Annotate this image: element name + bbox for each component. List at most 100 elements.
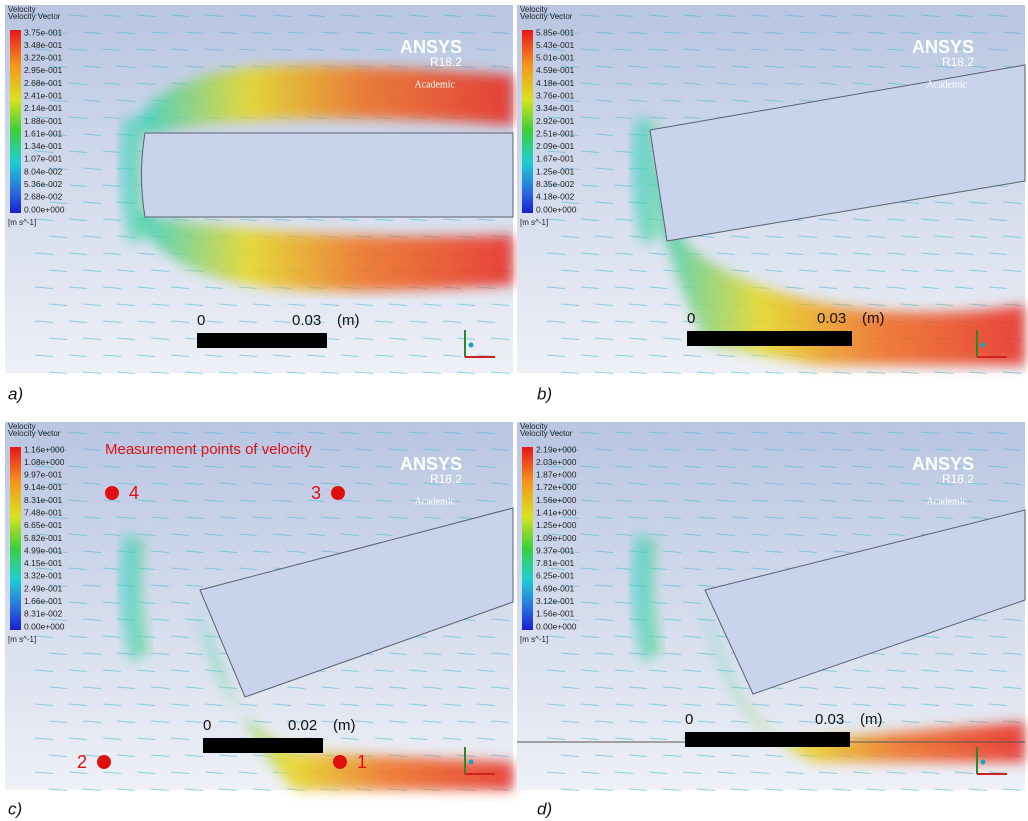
body xyxy=(142,133,514,217)
panel-caption: a) xyxy=(8,384,23,403)
legend-label: 3.48e-001 xyxy=(24,40,63,50)
legend-label: 0.00e+000 xyxy=(536,621,577,631)
legend-label: 1.72e+000 xyxy=(536,482,577,492)
legend-label: 4.18e-001 xyxy=(536,78,575,88)
color-bar xyxy=(10,30,21,213)
legend-label: 2.09e-001 xyxy=(536,141,575,151)
color-bar xyxy=(10,447,21,630)
legend-label: 6.25e-001 xyxy=(536,571,575,581)
legend-label: 1.09e+000 xyxy=(536,533,577,543)
measurement-point xyxy=(105,486,119,500)
legend-label: 8.31e-001 xyxy=(24,495,63,505)
legend-unit: [m s^-1] xyxy=(520,218,548,227)
legend-label: 1.67e-001 xyxy=(536,154,575,164)
legend-label: 1.08e+000 xyxy=(24,457,65,467)
legend-label: 5.85e-001 xyxy=(536,27,575,37)
measurement-point xyxy=(331,486,345,500)
scale-end: 0.02 xyxy=(288,717,317,734)
legend-unit: [m s^-1] xyxy=(520,635,548,644)
measurement-label: 3 xyxy=(311,483,321,503)
legend-label: 4.69e-001 xyxy=(536,583,575,593)
legend-label: 2.95e-001 xyxy=(24,65,63,75)
scale-start: 0 xyxy=(687,310,695,327)
edition: Academic xyxy=(926,496,967,507)
scale-unit: (m) xyxy=(860,711,883,728)
legend-label: 2.14e-001 xyxy=(24,103,63,113)
panel: VelocityVelocity Vector3.75e-0013.48e-00… xyxy=(5,5,513,374)
legend-subtitle: Velocity Vector xyxy=(520,12,573,21)
scale-end: 0.03 xyxy=(292,312,321,329)
scale-start: 0 xyxy=(685,711,693,728)
legend-label: 2.03e+000 xyxy=(536,457,577,467)
legend-label: 1.25e+000 xyxy=(536,520,577,530)
legend-label: 4.59e-001 xyxy=(536,65,575,75)
legend-label: 3.32e-001 xyxy=(24,571,63,581)
scale-bar xyxy=(197,333,327,348)
legend-label: 6.65e-001 xyxy=(24,520,63,530)
measurement-point xyxy=(97,755,111,769)
brand: ANSYS xyxy=(912,454,974,474)
legend-label: 0.00e+000 xyxy=(24,204,65,214)
legend-label: 5.43e-001 xyxy=(536,40,575,50)
legend-subtitle: Velocity Vector xyxy=(520,429,573,438)
scale-bar xyxy=(687,331,852,346)
legend-label: 4.18e-002 xyxy=(536,192,575,202)
legend-label: 2.41e-001 xyxy=(24,90,63,100)
legend-label: 1.87e+000 xyxy=(536,470,577,480)
legend-label: 1.56e-001 xyxy=(536,609,575,619)
legend-label: 5.01e-001 xyxy=(536,53,575,63)
legend-label: 1.61e-001 xyxy=(24,128,63,138)
scale-start: 0 xyxy=(197,312,205,329)
legend-label: 2.92e-001 xyxy=(536,116,575,126)
legend-label: 5.36e-002 xyxy=(24,179,63,189)
axis-z xyxy=(981,343,986,348)
color-bar xyxy=(522,30,533,213)
scale-unit: (m) xyxy=(333,717,356,734)
legend-label: 7.81e-001 xyxy=(536,558,575,568)
legend-label: 3.76e-001 xyxy=(536,90,575,100)
figure: VelocityVelocity Vector3.75e-0013.48e-00… xyxy=(0,0,1028,821)
brand: ANSYS xyxy=(400,454,462,474)
legend-label: 3.22e-001 xyxy=(24,53,63,63)
panel-caption: d) xyxy=(537,799,552,818)
legend-label: 4.99e-001 xyxy=(24,545,63,555)
annotation: Measurement points of velocity xyxy=(105,441,312,458)
color-bar xyxy=(522,447,533,630)
legend-label: 4.15e-001 xyxy=(24,558,63,568)
version: R18.2 xyxy=(430,55,462,69)
legend-label: 1.34e-001 xyxy=(24,141,63,151)
legend-label: 3.12e-001 xyxy=(536,596,575,606)
legend-label: 9.97e-001 xyxy=(24,470,63,480)
scale-unit: (m) xyxy=(337,312,360,329)
edition: Academic xyxy=(414,79,455,90)
legend-subtitle: Velocity Vector xyxy=(8,12,61,21)
legend-label: 1.07e-001 xyxy=(24,154,63,164)
legend-label: 2.51e-001 xyxy=(536,128,575,138)
measurement-point xyxy=(333,755,347,769)
measurement-label: 4 xyxy=(129,483,139,503)
panel: VelocityVelocity Vector1.16e+0001.08e+00… xyxy=(5,422,513,791)
panel: VelocityVelocity Vector5.85e-0015.43e-00… xyxy=(517,5,1025,374)
legend-label: 9.37e-001 xyxy=(536,545,575,555)
axis-z xyxy=(981,760,986,765)
legend-label: 8.35e-002 xyxy=(536,179,575,189)
version: R18.2 xyxy=(430,472,462,486)
legend-label: 1.88e-001 xyxy=(24,116,63,126)
axis-z xyxy=(469,343,474,348)
scale-bar xyxy=(203,738,323,753)
legend-unit: [m s^-1] xyxy=(8,635,36,644)
panel-caption: b) xyxy=(537,384,552,403)
legend-label: 1.41e+000 xyxy=(536,507,577,517)
legend-label: 8.04e-002 xyxy=(24,166,63,176)
legend-label: 1.25e-001 xyxy=(536,166,575,176)
legend-unit: [m s^-1] xyxy=(8,218,36,227)
axis-z xyxy=(469,760,474,765)
measurement-label: 1 xyxy=(357,752,367,772)
scale-end: 0.03 xyxy=(815,711,844,728)
legend-label: 3.34e-001 xyxy=(536,103,575,113)
version: R18.2 xyxy=(942,472,974,486)
legend-label: 2.68e-002 xyxy=(24,192,63,202)
scale-end: 0.03 xyxy=(817,310,846,327)
legend-label: 1.66e-001 xyxy=(24,596,63,606)
